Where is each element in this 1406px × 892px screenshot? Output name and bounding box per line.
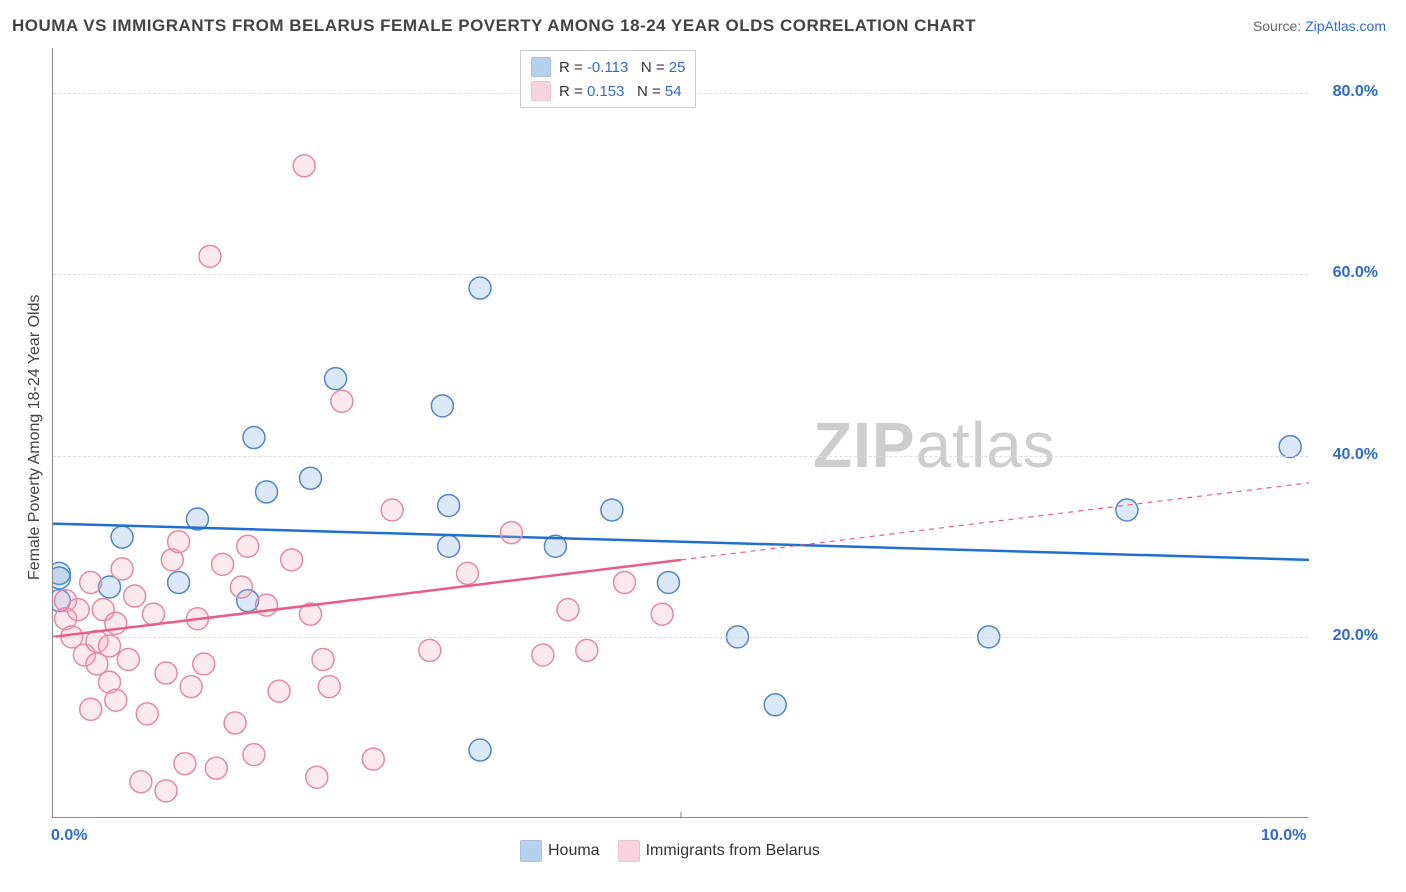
ytick-label: 40.0% (1333, 446, 1378, 464)
legend-correlation-text: R = 0.153 N = 54 (559, 83, 682, 100)
data-point (281, 549, 303, 571)
data-point (613, 571, 635, 593)
data-point (237, 535, 259, 557)
data-point (557, 599, 579, 621)
data-point (601, 499, 623, 521)
source-attribution: Source: ZipAtlas.com (1253, 18, 1386, 34)
data-point (318, 676, 340, 698)
data-point (362, 748, 384, 770)
legend-correlation-row: R = -0.113 N = 25 (531, 55, 685, 79)
data-point (293, 155, 315, 177)
data-point (469, 739, 491, 761)
data-point (1279, 436, 1301, 458)
data-point (174, 753, 196, 775)
data-point (431, 395, 453, 417)
data-point (53, 567, 70, 589)
ytick-label: 80.0% (1333, 83, 1378, 101)
legend-series-label: Immigrants from Belarus (646, 842, 820, 860)
data-point (168, 571, 190, 593)
data-point (306, 766, 328, 788)
data-point (381, 499, 403, 521)
data-point (67, 599, 89, 621)
data-point (130, 771, 152, 793)
xtick-label: 0.0% (51, 827, 87, 845)
data-point (212, 553, 234, 575)
data-point (99, 635, 121, 657)
data-point (325, 368, 347, 390)
data-point (312, 648, 334, 670)
data-point (117, 648, 139, 670)
data-point (80, 571, 102, 593)
data-point (243, 744, 265, 766)
data-point (299, 467, 321, 489)
data-point (438, 494, 460, 516)
data-point (243, 427, 265, 449)
data-point (111, 558, 133, 580)
plot-area: ZIPatlas 20.0%40.0%60.0%80.0%0.0%10.0% (52, 48, 1308, 818)
data-point (1116, 499, 1138, 521)
gridline (53, 274, 1308, 275)
data-point (124, 585, 146, 607)
data-point (268, 680, 290, 702)
legend-series-label: Houma (548, 842, 600, 860)
data-point (500, 522, 522, 544)
data-point (576, 639, 598, 661)
legend-series-item: Houma (520, 840, 600, 862)
legend-swatch (520, 840, 542, 862)
legend-correlation-text: R = -0.113 N = 25 (559, 59, 685, 76)
data-point (419, 639, 441, 661)
chart-title: HOUMA VS IMMIGRANTS FROM BELARUS FEMALE … (12, 16, 976, 36)
legend-series-item: Immigrants from Belarus (618, 840, 820, 862)
data-point (657, 571, 679, 593)
data-point (80, 698, 102, 720)
trend-line-dashed (681, 483, 1309, 560)
data-point (193, 653, 215, 675)
data-point (168, 531, 190, 553)
legend-swatch (531, 57, 551, 77)
legend-correlation: R = -0.113 N = 25 R = 0.153 N = 54 (520, 50, 696, 108)
data-point (230, 576, 252, 598)
data-point (532, 644, 554, 666)
trend-line-solid (53, 560, 681, 637)
source-link[interactable]: ZipAtlas.com (1305, 18, 1386, 34)
legend-series: Houma Immigrants from Belarus (520, 840, 820, 862)
data-point (331, 390, 353, 412)
data-point (224, 712, 246, 734)
gridline (53, 637, 1308, 638)
data-point (256, 481, 278, 503)
data-point (764, 694, 786, 716)
data-point (105, 689, 127, 711)
data-point (205, 757, 227, 779)
data-point (651, 603, 673, 625)
legend-correlation-row: R = 0.153 N = 54 (531, 79, 685, 103)
ytick-label: 20.0% (1333, 627, 1378, 645)
data-point (180, 676, 202, 698)
y-axis-label: Female Poverty Among 18-24 Year Olds (26, 295, 44, 581)
data-point (199, 245, 221, 267)
data-point (155, 662, 177, 684)
ytick-label: 60.0% (1333, 264, 1378, 282)
data-point (438, 535, 460, 557)
legend-swatch (531, 81, 551, 101)
data-point (155, 780, 177, 802)
data-point (111, 526, 133, 548)
data-point (142, 603, 164, 625)
data-point (136, 703, 158, 725)
scatter-svg (53, 48, 1309, 818)
legend-swatch (618, 840, 640, 862)
data-point (469, 277, 491, 299)
xtick-label: 10.0% (1261, 827, 1306, 845)
data-point (456, 562, 478, 584)
source-label: Source: (1253, 18, 1301, 34)
gridline (53, 456, 1308, 457)
